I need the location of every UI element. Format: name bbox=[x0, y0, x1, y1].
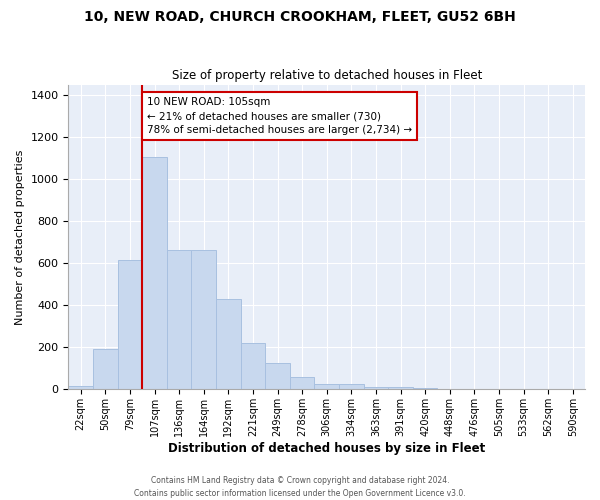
Bar bbox=[265, 363, 290, 390]
Bar bbox=[314, 384, 339, 390]
Bar bbox=[364, 388, 388, 390]
Bar bbox=[388, 388, 413, 390]
Title: Size of property relative to detached houses in Fleet: Size of property relative to detached ho… bbox=[172, 69, 482, 82]
Text: 10, NEW ROAD, CHURCH CROOKHAM, FLEET, GU52 6BH: 10, NEW ROAD, CHURCH CROOKHAM, FLEET, GU… bbox=[84, 10, 516, 24]
Bar bbox=[216, 299, 241, 390]
Bar bbox=[118, 260, 142, 390]
Y-axis label: Number of detached properties: Number of detached properties bbox=[15, 150, 25, 324]
Bar bbox=[142, 157, 167, 390]
Bar bbox=[339, 384, 364, 390]
Bar bbox=[167, 250, 191, 390]
Bar bbox=[413, 388, 437, 390]
Text: Contains HM Land Registry data © Crown copyright and database right 2024.
Contai: Contains HM Land Registry data © Crown c… bbox=[134, 476, 466, 498]
Bar bbox=[93, 349, 118, 390]
Bar bbox=[191, 250, 216, 390]
Text: 10 NEW ROAD: 105sqm
← 21% of detached houses are smaller (730)
78% of semi-detac: 10 NEW ROAD: 105sqm ← 21% of detached ho… bbox=[147, 97, 412, 135]
Bar bbox=[241, 343, 265, 390]
Bar bbox=[68, 386, 93, 390]
Bar bbox=[290, 377, 314, 390]
X-axis label: Distribution of detached houses by size in Fleet: Distribution of detached houses by size … bbox=[168, 442, 485, 455]
